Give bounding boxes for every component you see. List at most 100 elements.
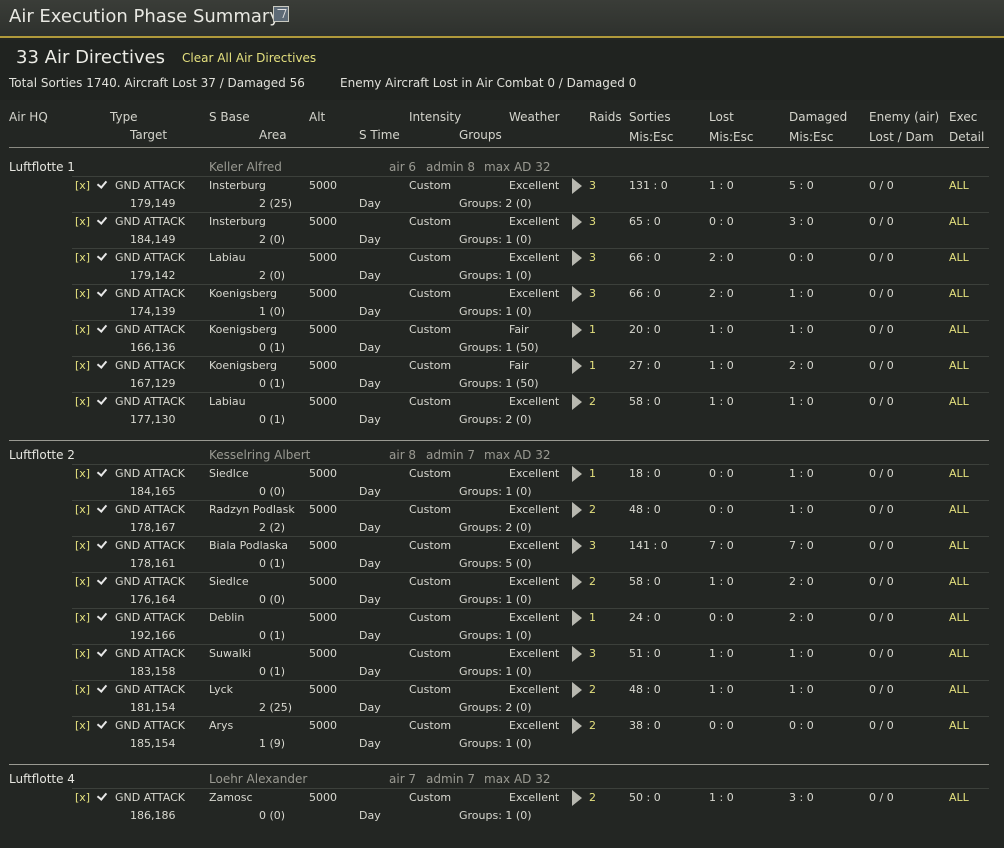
commander-name[interactable]: Keller Alfred [209,160,282,174]
directive-checkbox[interactable] [96,251,107,262]
remove-directive-button[interactable]: [x] [75,719,91,732]
header-area[interactable]: Area [259,128,287,142]
exec-detail-link[interactable]: ALL [949,611,969,624]
target-hex[interactable]: 174,139 [130,305,176,318]
play-replay-icon[interactable] [572,682,582,698]
exec-detail-link[interactable]: ALL [949,791,969,804]
target-hex[interactable]: 181,154 [130,701,176,714]
header-raids[interactable]: Raids [589,110,622,124]
target-hex[interactable]: 167,129 [130,377,176,390]
directive-checkbox[interactable] [96,539,107,550]
header-intensity[interactable]: Intensity [409,110,462,124]
directive-checkbox[interactable] [96,683,107,694]
remove-directive-button[interactable]: [x] [75,395,91,408]
strike-base[interactable]: Lyck [209,683,234,696]
play-replay-icon[interactable] [572,178,582,194]
play-replay-icon[interactable] [572,790,582,806]
target-hex[interactable]: 177,130 [130,413,176,426]
strike-base[interactable]: Koenigsberg [209,359,277,372]
strike-base[interactable]: Insterburg [209,215,266,228]
strike-base[interactable]: Zamosc [209,791,253,804]
directive-checkbox[interactable] [96,287,107,298]
commander-name[interactable]: Loehr Alexander [209,772,308,786]
target-hex[interactable]: 185,154 [130,737,176,750]
exec-detail-link[interactable]: ALL [949,683,969,696]
play-replay-icon[interactable] [572,646,582,662]
header-s-base[interactable]: S Base [209,110,250,124]
strike-base[interactable]: Radzyn Podlask [209,503,295,516]
directive-checkbox[interactable] [96,359,107,370]
header-sorties[interactable]: Sorties [629,110,671,124]
play-replay-icon[interactable] [572,574,582,590]
target-hex[interactable]: 192,166 [130,629,176,642]
header-damaged[interactable]: Damaged [789,110,848,124]
target-hex[interactable]: 178,161 [130,557,176,570]
target-hex[interactable]: 178,167 [130,521,176,534]
remove-directive-button[interactable]: [x] [75,359,91,372]
remove-directive-button[interactable]: [x] [75,323,91,336]
play-replay-icon[interactable] [572,610,582,626]
target-hex[interactable]: 179,142 [130,269,176,282]
header-lost[interactable]: Lost [709,110,734,124]
strike-base[interactable]: Deblin [209,611,245,624]
remove-directive-button[interactable]: [x] [75,251,91,264]
exec-detail-link[interactable]: ALL [949,539,969,552]
directive-checkbox[interactable] [96,791,107,802]
exec-detail-link[interactable]: ALL [949,647,969,660]
play-replay-icon[interactable] [572,718,582,734]
header-exec[interactable]: Exec [949,110,978,124]
exec-detail-link[interactable]: ALL [949,359,969,372]
header-weather[interactable]: Weather [509,110,560,124]
exec-detail-link[interactable]: ALL [949,719,969,732]
target-hex[interactable]: 176,164 [130,593,176,606]
exec-detail-link[interactable]: ALL [949,575,969,588]
play-replay-icon[interactable] [572,466,582,482]
remove-directive-button[interactable]: [x] [75,539,91,552]
directive-checkbox[interactable] [96,647,107,658]
target-hex[interactable]: 186,186 [130,809,176,822]
remove-directive-button[interactable]: [x] [75,467,91,480]
remove-directive-button[interactable]: [x] [75,611,91,624]
header-s-time[interactable]: S Time [359,128,400,142]
directive-checkbox[interactable] [96,467,107,478]
clear-all-directives-link[interactable]: Clear All Air Directives [182,51,317,65]
play-replay-icon[interactable] [572,286,582,302]
strike-base[interactable]: Labiau [209,395,246,408]
directive-checkbox[interactable] [96,323,107,334]
target-hex[interactable]: 179,149 [130,197,176,210]
remove-directive-button[interactable]: [x] [75,179,91,192]
play-replay-icon[interactable] [572,394,582,410]
air-hq-name[interactable]: Luftflotte 1 [9,160,75,174]
target-hex[interactable]: 184,165 [130,485,176,498]
target-hex[interactable]: 183,158 [130,665,176,678]
header-groups[interactable]: Groups [459,128,502,142]
remove-directive-button[interactable]: [x] [75,215,91,228]
header-enemy-air[interactable]: Enemy (air) [869,110,940,124]
directive-checkbox[interactable] [96,611,107,622]
exec-detail-link[interactable]: ALL [949,215,969,228]
target-hex[interactable]: 184,149 [130,233,176,246]
directive-checkbox[interactable] [96,575,107,586]
strike-base[interactable]: Koenigsberg [209,287,277,300]
directive-checkbox[interactable] [96,395,107,406]
exec-detail-link[interactable]: ALL [949,179,969,192]
remove-directive-button[interactable]: [x] [75,503,91,516]
strike-base[interactable]: Biala Podlaska [209,539,289,552]
directive-checkbox[interactable] [96,179,107,190]
remove-directive-button[interactable]: [x] [75,791,91,804]
remove-directive-button[interactable]: [x] [75,287,91,300]
strike-base[interactable]: Siedlce [209,575,249,588]
target-hex[interactable]: 166,136 [130,341,176,354]
strike-base[interactable]: Siedlce [209,467,249,480]
air-hq-name[interactable]: Luftflotte 4 [9,772,75,786]
play-replay-icon[interactable] [572,502,582,518]
directive-checkbox[interactable] [96,215,107,226]
play-replay-icon[interactable] [572,538,582,554]
strike-base[interactable]: Labiau [209,251,246,264]
air-hq-name[interactable]: Luftflotte 2 [9,448,75,462]
strike-base[interactable]: Insterburg [209,179,266,192]
remove-directive-button[interactable]: [x] [75,683,91,696]
header-target[interactable]: Target [130,128,168,142]
commander-name[interactable]: Kesselring Albert [209,448,311,462]
exec-detail-link[interactable]: ALL [949,467,969,480]
